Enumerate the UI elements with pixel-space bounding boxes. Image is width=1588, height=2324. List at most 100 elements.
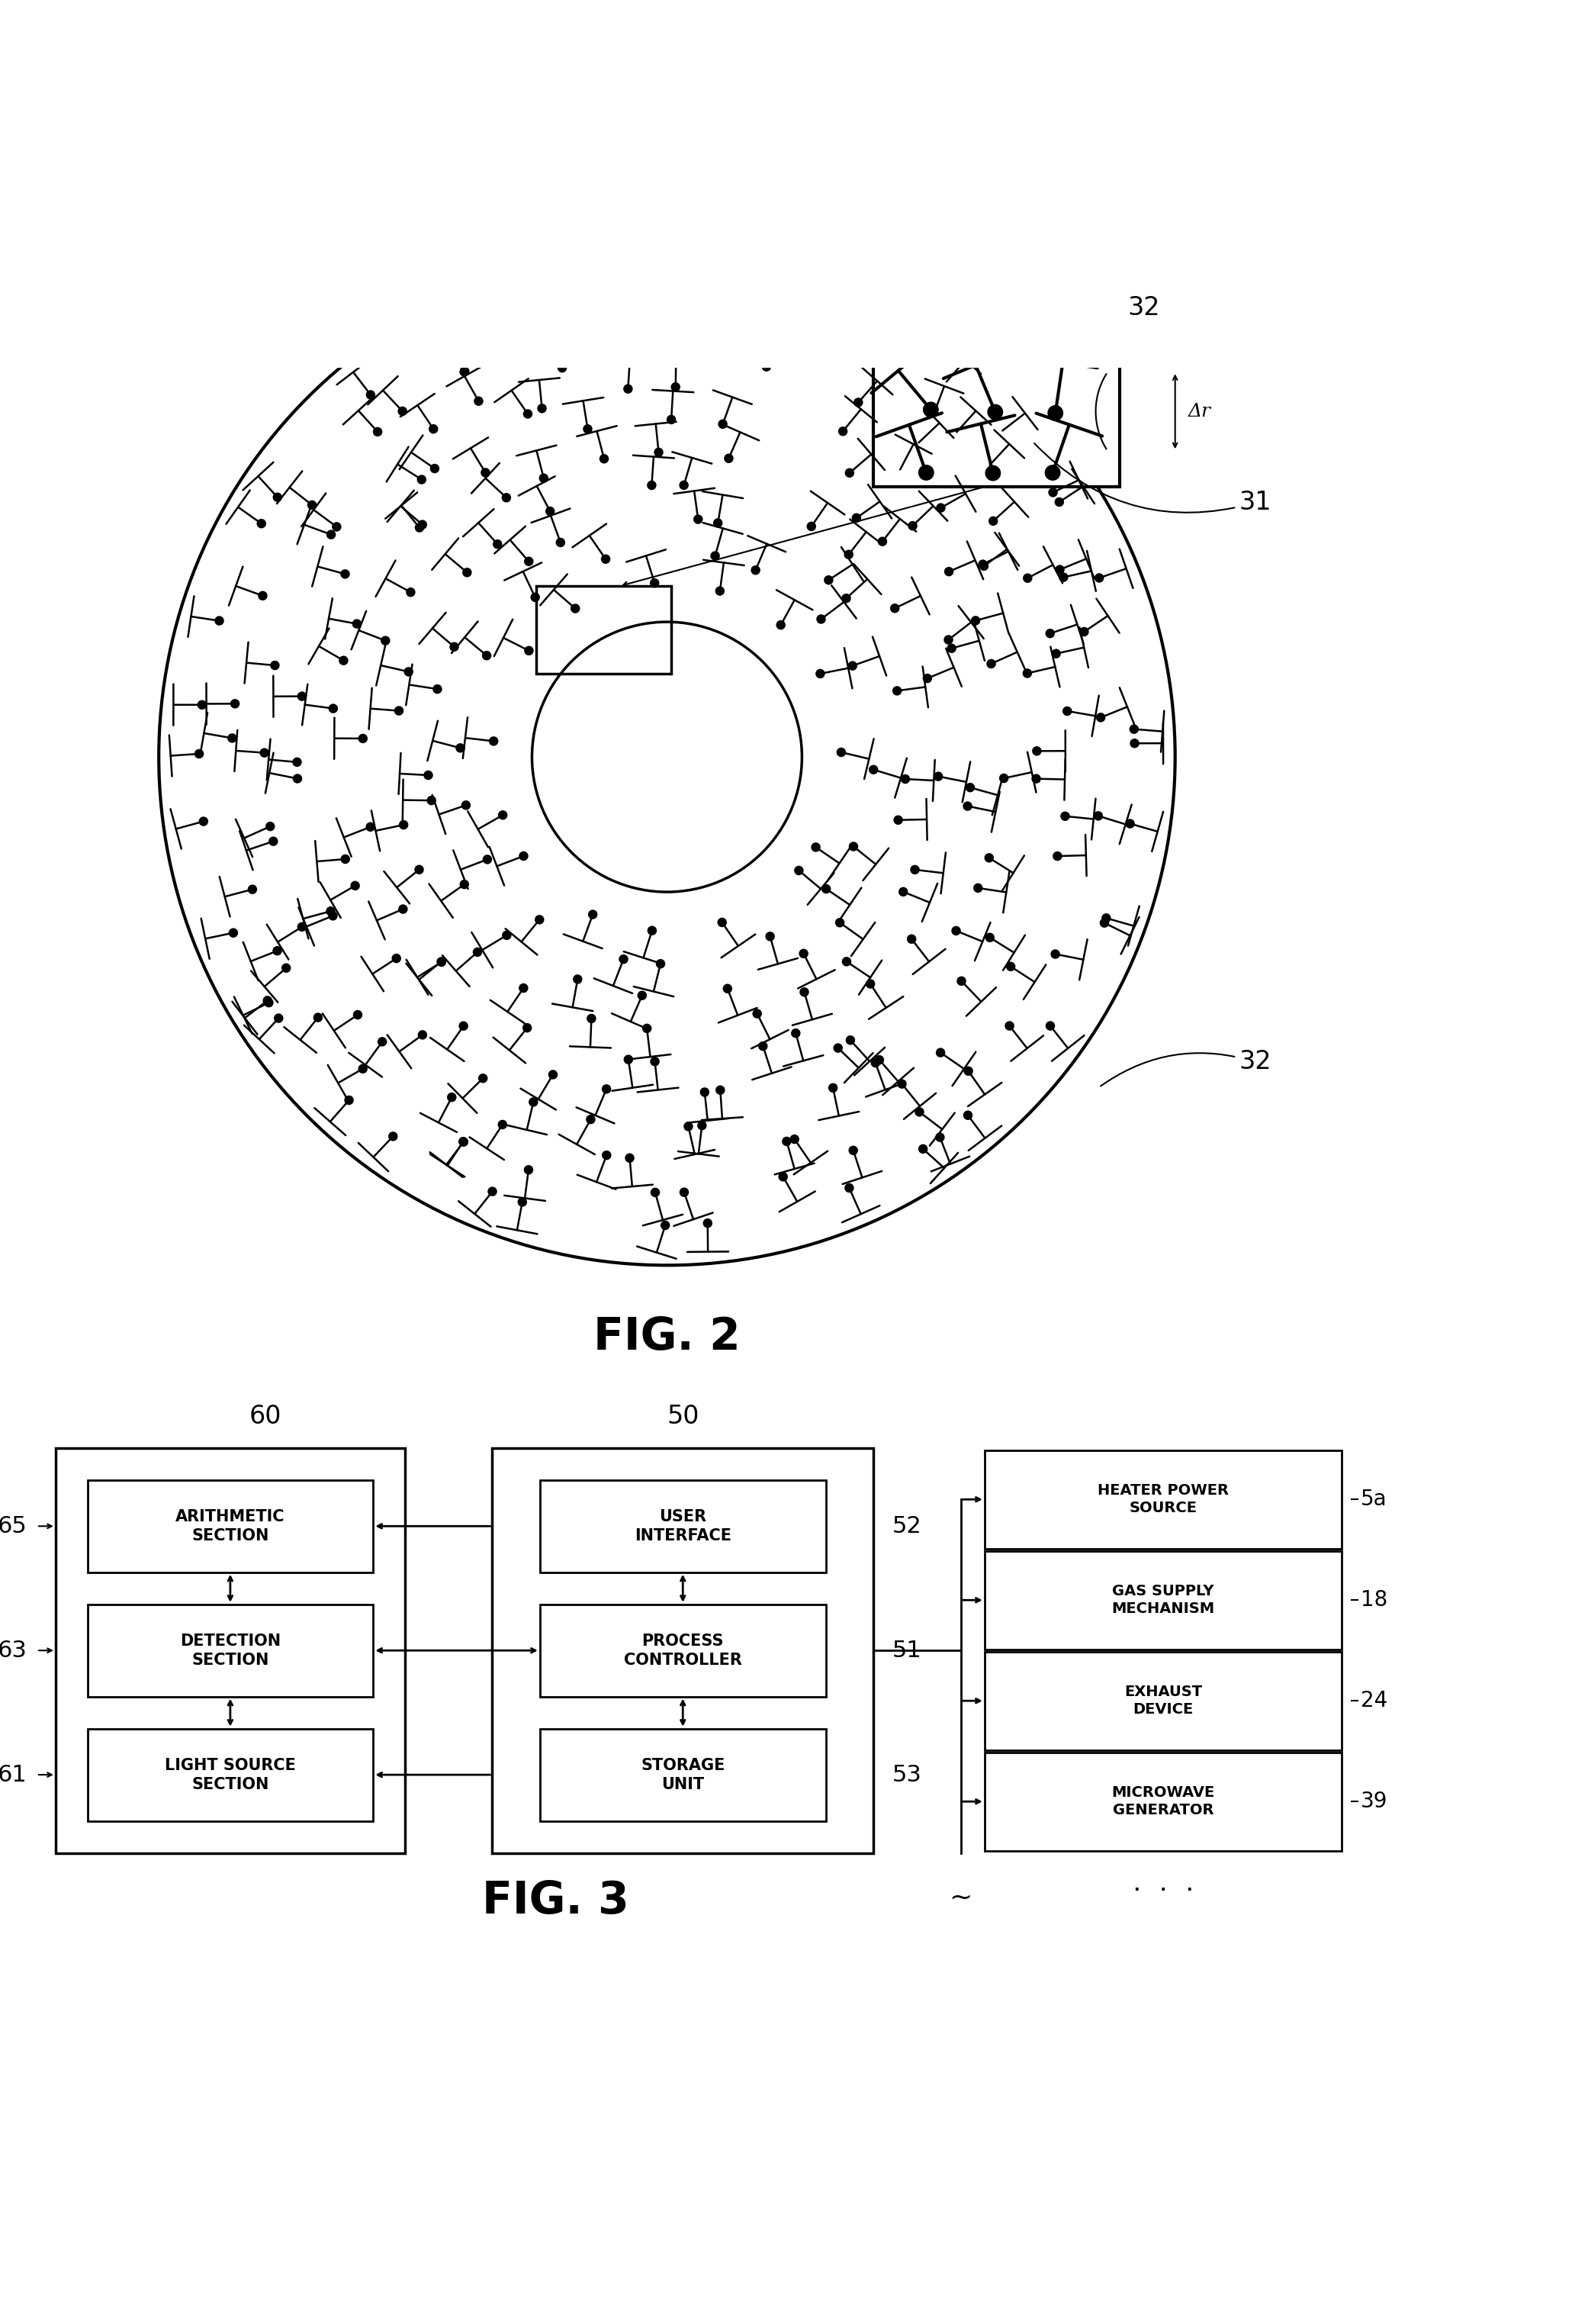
Circle shape — [489, 737, 499, 746]
Circle shape — [918, 1143, 927, 1153]
Text: 31: 31 — [1034, 444, 1270, 516]
Text: 53: 53 — [892, 1764, 923, 1785]
Circle shape — [399, 904, 408, 913]
Bar — [540, 1604, 826, 1697]
Text: ·  ·  ·: · · · — [1132, 1878, 1194, 1903]
Circle shape — [842, 593, 851, 604]
Circle shape — [869, 765, 878, 774]
Circle shape — [848, 841, 858, 851]
Circle shape — [988, 516, 997, 525]
Circle shape — [646, 316, 656, 328]
Circle shape — [292, 758, 302, 767]
Circle shape — [724, 453, 734, 462]
Circle shape — [757, 1041, 767, 1050]
Circle shape — [915, 1106, 924, 1118]
Circle shape — [646, 481, 656, 490]
Text: LIGHT SOURCE
SECTION: LIGHT SOURCE SECTION — [165, 1757, 295, 1792]
Circle shape — [1051, 648, 1061, 658]
Circle shape — [799, 988, 808, 997]
Circle shape — [824, 576, 834, 586]
Circle shape — [986, 660, 996, 669]
Circle shape — [896, 465, 905, 474]
Circle shape — [683, 1122, 692, 1132]
Circle shape — [942, 376, 951, 386]
Circle shape — [626, 1153, 635, 1162]
Circle shape — [829, 314, 838, 323]
Circle shape — [248, 885, 257, 895]
Circle shape — [483, 855, 492, 865]
Circle shape — [257, 590, 267, 600]
Circle shape — [197, 700, 206, 709]
Circle shape — [929, 409, 939, 418]
Circle shape — [537, 404, 546, 414]
Circle shape — [437, 957, 446, 967]
Circle shape — [943, 634, 953, 644]
Circle shape — [837, 748, 846, 758]
Circle shape — [642, 1023, 651, 1034]
Circle shape — [670, 381, 680, 393]
Circle shape — [985, 853, 994, 862]
Circle shape — [373, 428, 383, 437]
Circle shape — [524, 646, 534, 655]
Circle shape — [778, 1171, 788, 1181]
Circle shape — [1102, 913, 1112, 923]
Circle shape — [997, 425, 1007, 435]
Circle shape — [946, 644, 956, 653]
Bar — [540, 1729, 826, 1820]
Circle shape — [273, 946, 283, 955]
Circle shape — [351, 881, 360, 890]
Circle shape — [853, 397, 862, 407]
Circle shape — [649, 1057, 659, 1067]
Text: 63: 63 — [0, 1638, 27, 1662]
Circle shape — [407, 588, 416, 597]
Text: HEATER POWER
SOURCE: HEATER POWER SOURCE — [1097, 1483, 1229, 1515]
Circle shape — [481, 467, 491, 476]
Circle shape — [970, 616, 980, 625]
Circle shape — [834, 1043, 843, 1053]
Circle shape — [923, 674, 932, 683]
Text: USER
INTERFACE: USER INTERFACE — [635, 1508, 730, 1543]
Circle shape — [753, 1009, 762, 1018]
Circle shape — [716, 1085, 726, 1095]
Circle shape — [392, 953, 402, 962]
Circle shape — [843, 551, 853, 560]
Circle shape — [340, 855, 349, 865]
Circle shape — [835, 918, 845, 927]
Text: ARITHMETIC
SECTION: ARITHMETIC SECTION — [176, 1508, 284, 1543]
Circle shape — [710, 551, 719, 560]
Circle shape — [478, 1074, 488, 1083]
Circle shape — [573, 974, 583, 983]
Circle shape — [340, 569, 349, 579]
Circle shape — [616, 318, 626, 328]
Circle shape — [424, 772, 434, 781]
Circle shape — [265, 823, 275, 832]
Circle shape — [257, 518, 267, 528]
Circle shape — [651, 1188, 661, 1197]
Circle shape — [697, 1120, 707, 1129]
Circle shape — [899, 888, 908, 897]
Circle shape — [838, 428, 848, 437]
Circle shape — [297, 923, 306, 932]
Circle shape — [502, 930, 511, 939]
Circle shape — [829, 1083, 838, 1092]
Text: GAS SUPPLY
MECHANISM: GAS SUPPLY MECHANISM — [1112, 1585, 1215, 1615]
Circle shape — [985, 465, 1000, 481]
Bar — [985, 1450, 1342, 1548]
Circle shape — [910, 865, 919, 874]
Circle shape — [429, 425, 438, 435]
Circle shape — [519, 983, 529, 992]
Circle shape — [799, 948, 808, 957]
Circle shape — [532, 623, 802, 892]
Circle shape — [715, 586, 724, 595]
Text: 50: 50 — [667, 1404, 699, 1429]
Circle shape — [870, 1057, 880, 1067]
Circle shape — [273, 493, 283, 502]
Circle shape — [999, 774, 1008, 783]
Circle shape — [1032, 774, 1042, 783]
Circle shape — [848, 660, 858, 672]
Circle shape — [338, 655, 348, 665]
Bar — [87, 1729, 373, 1820]
Circle shape — [764, 295, 773, 304]
Circle shape — [935, 502, 945, 514]
Circle shape — [502, 493, 511, 502]
